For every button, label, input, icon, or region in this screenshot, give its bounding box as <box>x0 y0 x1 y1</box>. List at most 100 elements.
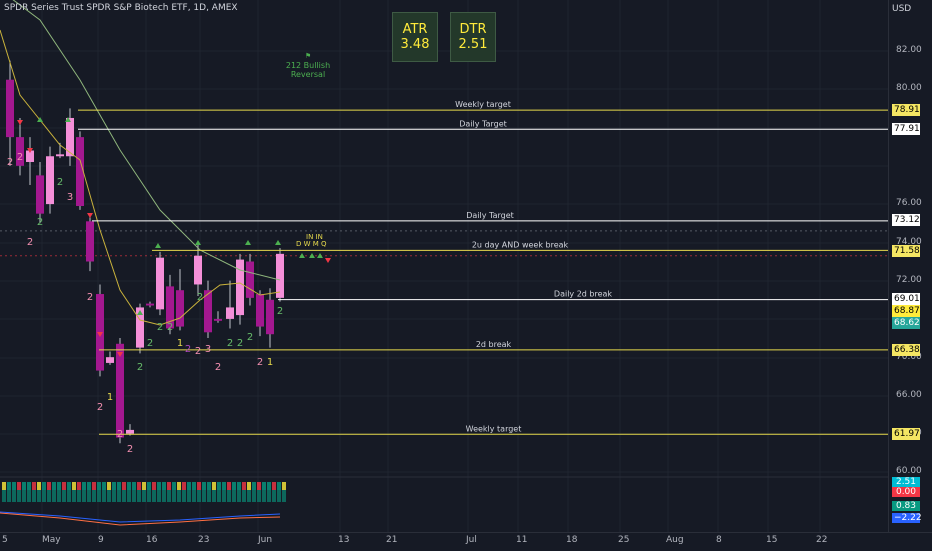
indicator-bar <box>97 482 101 490</box>
volume-bar <box>192 490 196 502</box>
volume-bar <box>227 490 231 502</box>
volume-bar <box>12 490 16 502</box>
volume-bar <box>222 490 226 502</box>
time-tick: 8 <box>716 535 722 545</box>
indicator-bar <box>32 482 36 490</box>
strat-label: 2 <box>57 177 63 188</box>
indicator-bar <box>92 482 96 490</box>
indicator-bar <box>47 482 51 490</box>
strat-label: 2 <box>257 357 263 368</box>
level-label: Daily Target <box>466 211 514 220</box>
volume-bar <box>237 490 241 502</box>
time-tick: 22 <box>816 535 828 545</box>
arrow-down-icon <box>325 258 331 263</box>
indicator-bar <box>137 482 141 490</box>
dtr-value: 2.51 <box>458 37 488 52</box>
strat-label: 1 <box>267 357 273 368</box>
indicator-tag: 0.00 <box>892 487 920 497</box>
arrow-up-icon <box>37 117 43 122</box>
strat-label: 2 <box>147 338 153 349</box>
price-tick: 60.00 <box>896 466 922 476</box>
price-tick: 72.00 <box>896 275 922 285</box>
price-axis[interactable] <box>888 0 932 532</box>
strat-label: 2 <box>17 152 23 163</box>
dtr-box: DTR 2.51 <box>450 12 496 62</box>
price-tag: 61.97 <box>892 428 920 440</box>
volume-bar <box>117 490 121 502</box>
strat-label: 2 <box>185 344 191 355</box>
indicator-bar <box>132 482 136 490</box>
price-tag: 69.01 <box>892 293 920 305</box>
indicator-bar <box>42 482 46 490</box>
price-tick: 76.00 <box>896 198 922 208</box>
arrow-up-icon <box>275 240 281 245</box>
volume-bar <box>252 490 256 502</box>
volume-bar <box>267 490 271 502</box>
candle-body <box>86 221 94 262</box>
symbol-title[interactable]: SPDR Series Trust SPDR S&P Biotech ETF, … <box>4 3 238 13</box>
volume-bar <box>62 490 66 502</box>
indicator-bar <box>107 482 111 490</box>
indicator-bar <box>172 482 176 490</box>
time-tick: 5 <box>2 535 8 545</box>
candle-body <box>56 154 64 157</box>
level-label: Weekly target <box>455 100 511 109</box>
indicator-tag: 0.83 <box>892 501 920 511</box>
indicator-bar <box>192 482 196 490</box>
volume-bar <box>87 490 91 502</box>
level-label: 2d break <box>476 340 512 349</box>
price-chart[interactable]: Weekly target Daily Target Daily Target 2u … <box>0 0 888 532</box>
candle-body <box>126 429 134 434</box>
volume-bar <box>132 490 136 502</box>
strat-label: 2 <box>195 346 201 357</box>
strat-label: 2 <box>97 402 103 413</box>
arrow-up-icon <box>245 240 251 245</box>
indicator-bar <box>257 482 261 490</box>
candle-body <box>36 175 44 214</box>
indicator-bar <box>87 482 91 490</box>
indicator-bar <box>57 482 61 490</box>
indicator-bar <box>2 482 6 490</box>
indicator-bar <box>177 482 181 490</box>
time-tick: 18 <box>566 535 578 545</box>
indicator-bar <box>232 482 236 490</box>
indicator-bar <box>217 482 221 490</box>
candle-body <box>276 253 284 298</box>
chart-area[interactable]: Weekly target Daily Target Daily Target 2u … <box>0 0 888 532</box>
arrow-down-icon <box>27 148 33 153</box>
volume-bar <box>197 490 201 502</box>
price-tag: 68.62 <box>892 317 920 329</box>
indicator-bar <box>52 482 56 490</box>
volume-bar <box>137 490 141 502</box>
volume-bar <box>37 490 41 502</box>
volume-bar <box>172 490 176 502</box>
volume-bar <box>52 490 56 502</box>
price-tag: 68.87 <box>892 305 920 317</box>
volume-bar <box>232 490 236 502</box>
strat-label: 3 <box>67 192 73 203</box>
volume-bar <box>42 490 46 502</box>
arrow-down-icon <box>97 332 103 337</box>
candle-body <box>66 117 74 157</box>
time-axis[interactable]: 5 May 9 16 23 Jun 13 21 Jul 11 18 25 Aug 8 15 22 <box>0 532 932 551</box>
indicator-bar <box>212 482 216 490</box>
candle-body <box>116 343 124 438</box>
indicator-bar <box>152 482 156 490</box>
candle-body <box>76 137 84 207</box>
arrow-up-icon <box>137 310 143 315</box>
future-timeframes: D W M Q <box>296 240 327 248</box>
price-tick: 82.00 <box>896 45 922 55</box>
indicator-bar <box>17 482 21 490</box>
indicator-bar <box>262 482 266 490</box>
indicator-line <box>0 512 281 526</box>
candle-body <box>46 156 54 205</box>
bullish-reversal-annotation: ⚑ 212 Bullish Reversal <box>280 52 336 79</box>
indicator-bar <box>222 482 226 490</box>
strat-label: 1 <box>107 392 113 403</box>
volume-bar <box>47 490 51 502</box>
strat-label: 2 <box>237 338 243 349</box>
indicator-bar <box>82 482 86 490</box>
atr-label: ATR <box>402 22 428 37</box>
volume-bar <box>202 490 206 502</box>
atr-box: ATR 3.48 <box>392 12 438 62</box>
